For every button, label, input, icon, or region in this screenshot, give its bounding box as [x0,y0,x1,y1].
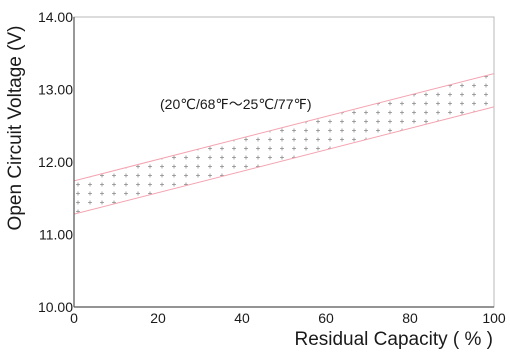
y-tick-label: 14.00 [38,9,73,25]
x-tick-label: 100 [482,310,506,326]
y-tick-label: 13.00 [38,82,73,98]
x-tick-labels: 0 20 40 60 80 100 [70,310,506,326]
x-tick-label: 20 [150,310,166,326]
x-tick-label: 0 [70,310,78,326]
annotation-label: (20℃/68℉～25℃/77℉) [160,96,311,112]
plot-frame [73,16,495,308]
y-tick-label: 10.00 [38,299,73,315]
y-axis-title: Open Circuit Voltage (V) [5,26,26,231]
band-upper-line [74,73,494,182]
x-axis-title: Residual Capacity ( % ) [294,329,493,350]
x-tick-label: 80 [402,310,418,326]
x-tick-label: 60 [318,310,334,326]
y-tick-labels: 10.00 11.00 12.00 13.00 14.00 [38,9,73,315]
plot-area [73,16,495,308]
y-tick-label: 11.00 [39,227,73,243]
y-tick-label: 12.00 [38,154,73,170]
voltage-band-fill [74,73,494,215]
x-tick-label: 40 [234,310,250,326]
band-lower-line [74,106,494,215]
